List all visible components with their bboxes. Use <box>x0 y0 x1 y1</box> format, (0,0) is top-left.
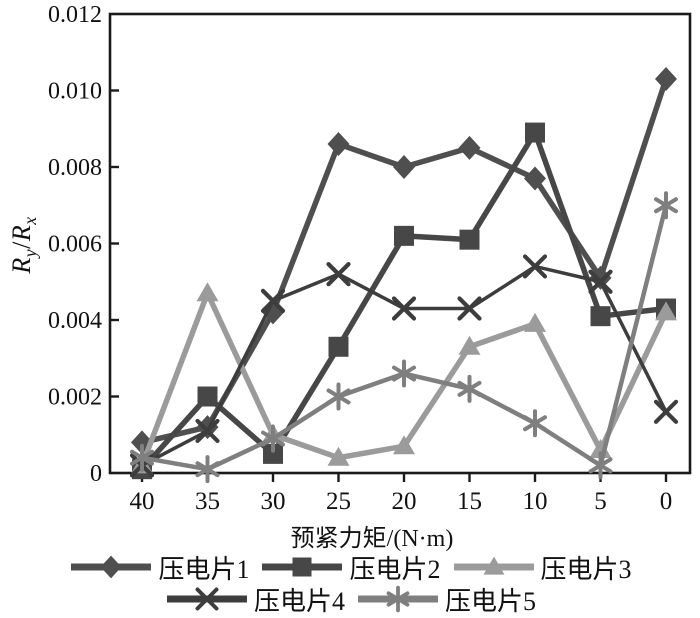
x-axis-title: 预紧力矩/(N·m) <box>290 526 454 552</box>
asterisk-marker <box>654 191 678 220</box>
x-marker <box>260 288 286 313</box>
triangle-marker <box>589 439 612 459</box>
x-tick-label: 30 <box>261 488 286 515</box>
square-marker <box>459 229 480 250</box>
triangle-marker <box>524 312 546 332</box>
x-tick-label: 0 <box>660 488 673 515</box>
x-tick-label: 20 <box>392 488 417 515</box>
diamond-icon <box>71 555 152 579</box>
y-tick-label: 0.012 <box>48 2 102 28</box>
square-icon <box>262 557 343 577</box>
square-marker <box>292 557 312 577</box>
y-axis-title-R2: R <box>7 224 36 242</box>
x-marker <box>522 254 548 279</box>
legend-item-2: 压电片2 <box>259 549 441 586</box>
x-marker <box>391 296 417 321</box>
triangle-marker <box>458 335 481 355</box>
triangle-marker <box>393 435 415 455</box>
diamond-marker <box>524 166 546 191</box>
x-tick-label: 15 <box>457 488 482 515</box>
triangle-marker <box>327 446 350 466</box>
legend-row: 压电片1 压电片2 压电片3 <box>68 549 632 586</box>
chart-legend: 压电片1 压电片2 压电片3 压电片4 压电片5 <box>0 549 700 618</box>
x-marker <box>653 399 679 424</box>
legend-label: 压电片1 <box>158 554 250 584</box>
square-marker <box>590 306 611 327</box>
asterisk-marker <box>386 585 410 613</box>
y-axis-title: Ry/Rx <box>7 216 41 274</box>
y-axis-title-sub-y: y <box>20 248 41 258</box>
asterisk-marker <box>326 382 351 411</box>
square-marker <box>328 336 349 357</box>
legend-item-5: 压电片5 <box>355 581 536 618</box>
x-marker <box>457 296 482 321</box>
legend-label: 压电片2 <box>349 554 441 584</box>
asterisk-marker <box>457 374 482 403</box>
square-marker <box>263 443 283 464</box>
triangle-marker <box>655 301 677 321</box>
x-tick-label: 5 <box>594 488 607 515</box>
x-marker <box>326 262 351 287</box>
asterisk-icon <box>358 585 438 613</box>
legend-item-3: 压电片3 <box>451 549 632 586</box>
legend-label: 压电片3 <box>540 554 632 584</box>
x-marker <box>195 587 219 611</box>
y-axis-title-sub-x: x <box>20 216 41 225</box>
legend-item-4: 压电片4 <box>164 581 345 618</box>
series-line <box>141 78 669 446</box>
asterisk-marker <box>392 359 416 388</box>
y-axis-title-slash: / <box>7 241 36 249</box>
x-tick-label: 35 <box>195 488 220 515</box>
asterisk-marker <box>130 443 154 472</box>
asterisk-marker <box>261 424 285 453</box>
y-tick-label: 0 <box>90 461 102 487</box>
legend-item-1: 压电片1 <box>68 549 249 586</box>
y-tick-label: 0.008 <box>48 155 102 181</box>
x-icon <box>166 587 247 611</box>
y-tick-label: 0.004 <box>48 308 102 334</box>
asterisk-marker <box>195 455 220 484</box>
diamond-marker <box>393 155 415 179</box>
legend-label: 压电片4 <box>253 586 345 616</box>
asterisk-marker <box>523 409 547 438</box>
legend-label: 压电片5 <box>445 586 537 616</box>
series-line <box>139 129 667 472</box>
y-axis-title-R1: R <box>7 257 36 274</box>
legend-row: 压电片4 压电片5 <box>164 581 536 618</box>
x-tick-label: 25 <box>326 488 351 515</box>
triangle-marker <box>483 556 504 575</box>
square-marker <box>394 225 414 246</box>
diamond-marker <box>458 135 481 160</box>
square-marker <box>525 122 545 143</box>
y-tick-label: 0.006 <box>48 232 102 258</box>
diamond-marker <box>589 265 612 290</box>
diamond-marker <box>655 67 677 92</box>
diamond-marker <box>101 555 122 579</box>
square-marker <box>197 386 218 407</box>
x-marker <box>195 418 220 444</box>
y-tick-label: 0.002 <box>48 385 102 411</box>
series-压电片5 <box>130 191 678 484</box>
asterisk-marker <box>588 451 613 480</box>
triangle-marker <box>196 282 219 302</box>
diamond-marker <box>327 132 350 157</box>
x-tick-label: 40 <box>130 488 155 515</box>
y-tick-label: 0.010 <box>48 79 102 105</box>
x-marker <box>588 269 613 294</box>
chart-plot-area: 0 0.002 0.004 0.006 0.008 0.010 0.012 40 35 30 25 2… <box>48 2 692 515</box>
x-tick-label: 10 <box>523 488 548 515</box>
triangle-icon <box>453 556 534 575</box>
